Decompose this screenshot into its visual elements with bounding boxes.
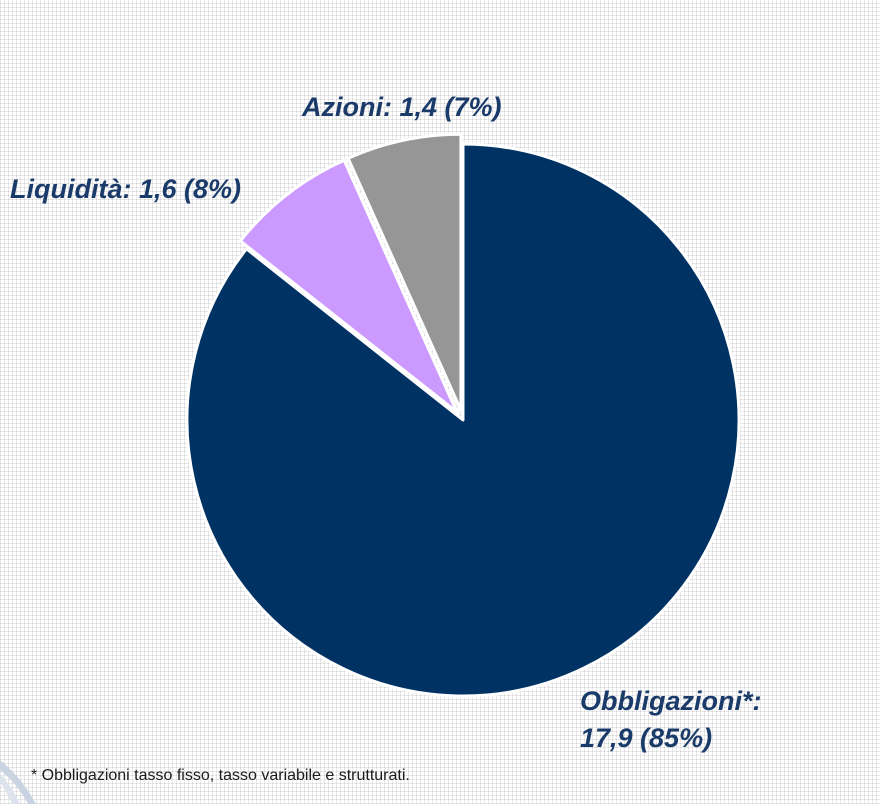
pie-slice-obbligazioni (185, 142, 741, 698)
footnote: * Obbligazioni tasso fisso, tasso variab… (31, 767, 410, 784)
slice-label-liquidit: Liquidità: 1,6 (8%) (10, 174, 241, 204)
slice-label-obbligazioni: Obbligazioni*: 17,9 (85%) (580, 686, 762, 753)
slice-label-azioni: Azioni: 1,4 (7%) (301, 92, 502, 122)
pie-slice-azioni (346, 132, 463, 412)
corner-swoosh-decoration (0, 760, 36, 804)
pie-slices (185, 132, 741, 698)
pie-labels: Obbligazioni*: 17,9 (85%) Liquidità: 1,6 (… (10, 92, 762, 753)
pie-slice-liquidit (238, 158, 459, 414)
